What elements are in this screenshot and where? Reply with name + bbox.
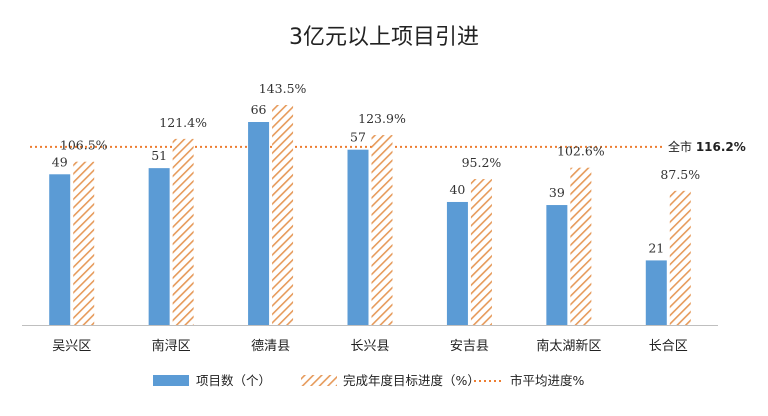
category-label: 德清县 <box>251 339 290 354</box>
average-label-prefix: 全市 <box>668 139 696 154</box>
bar-progress <box>669 190 691 325</box>
data-label-count: 66 <box>251 102 267 117</box>
category-label: 长兴县 <box>350 339 389 354</box>
bar-progress <box>371 135 393 325</box>
bar-count <box>347 149 369 325</box>
category-label: 长合区 <box>649 339 688 354</box>
data-label-count: 39 <box>549 185 565 200</box>
data-label-progress: 95.2% <box>462 155 502 170</box>
legend-swatch-count <box>153 375 189 386</box>
category-label: 安吉县 <box>450 339 489 354</box>
data-label-count: 21 <box>648 240 664 255</box>
average-label-value: 116.2% <box>696 140 746 154</box>
data-label-progress: 102.6% <box>557 144 605 159</box>
data-label-count: 51 <box>151 148 167 163</box>
chart-title: 3亿元以上项目引进 <box>289 25 479 50</box>
category-label: 南太湖新区 <box>536 338 601 354</box>
data-label-progress: 87.5% <box>660 167 700 182</box>
bar-progress <box>272 105 294 325</box>
bar-count <box>248 122 270 325</box>
bar-count <box>148 168 170 325</box>
legend-label-progress: 完成年度目标进度（%） <box>343 373 480 388</box>
data-label-count: 57 <box>350 130 366 145</box>
legend-label-count: 项目数（个） <box>196 373 271 388</box>
legend-label-average: 市平均进度% <box>510 373 585 388</box>
legend: 项目数（个） 完成年度目标进度（%） 市平均进度% <box>153 373 585 388</box>
bar-count <box>546 205 568 325</box>
bar-count <box>645 260 667 325</box>
data-label-count: 49 <box>52 154 68 169</box>
bar-progress <box>570 167 592 325</box>
legend-swatch-progress <box>301 375 337 386</box>
category-label: 南浔区 <box>152 338 191 354</box>
data-label-progress: 123.9% <box>358 111 406 126</box>
bar-count <box>446 201 468 325</box>
average-label: 全市 116.2% <box>668 139 746 154</box>
data-label-progress: 121.4% <box>159 115 207 130</box>
bar-progress <box>470 179 492 325</box>
bar-progress <box>172 138 194 325</box>
data-label-count: 40 <box>449 182 465 197</box>
bar-progress <box>73 161 95 325</box>
data-label-progress: 143.5% <box>259 81 307 96</box>
data-label-progress: 106.5% <box>60 138 108 153</box>
bar-count <box>49 174 71 325</box>
category-label: 吴兴区 <box>52 339 91 354</box>
